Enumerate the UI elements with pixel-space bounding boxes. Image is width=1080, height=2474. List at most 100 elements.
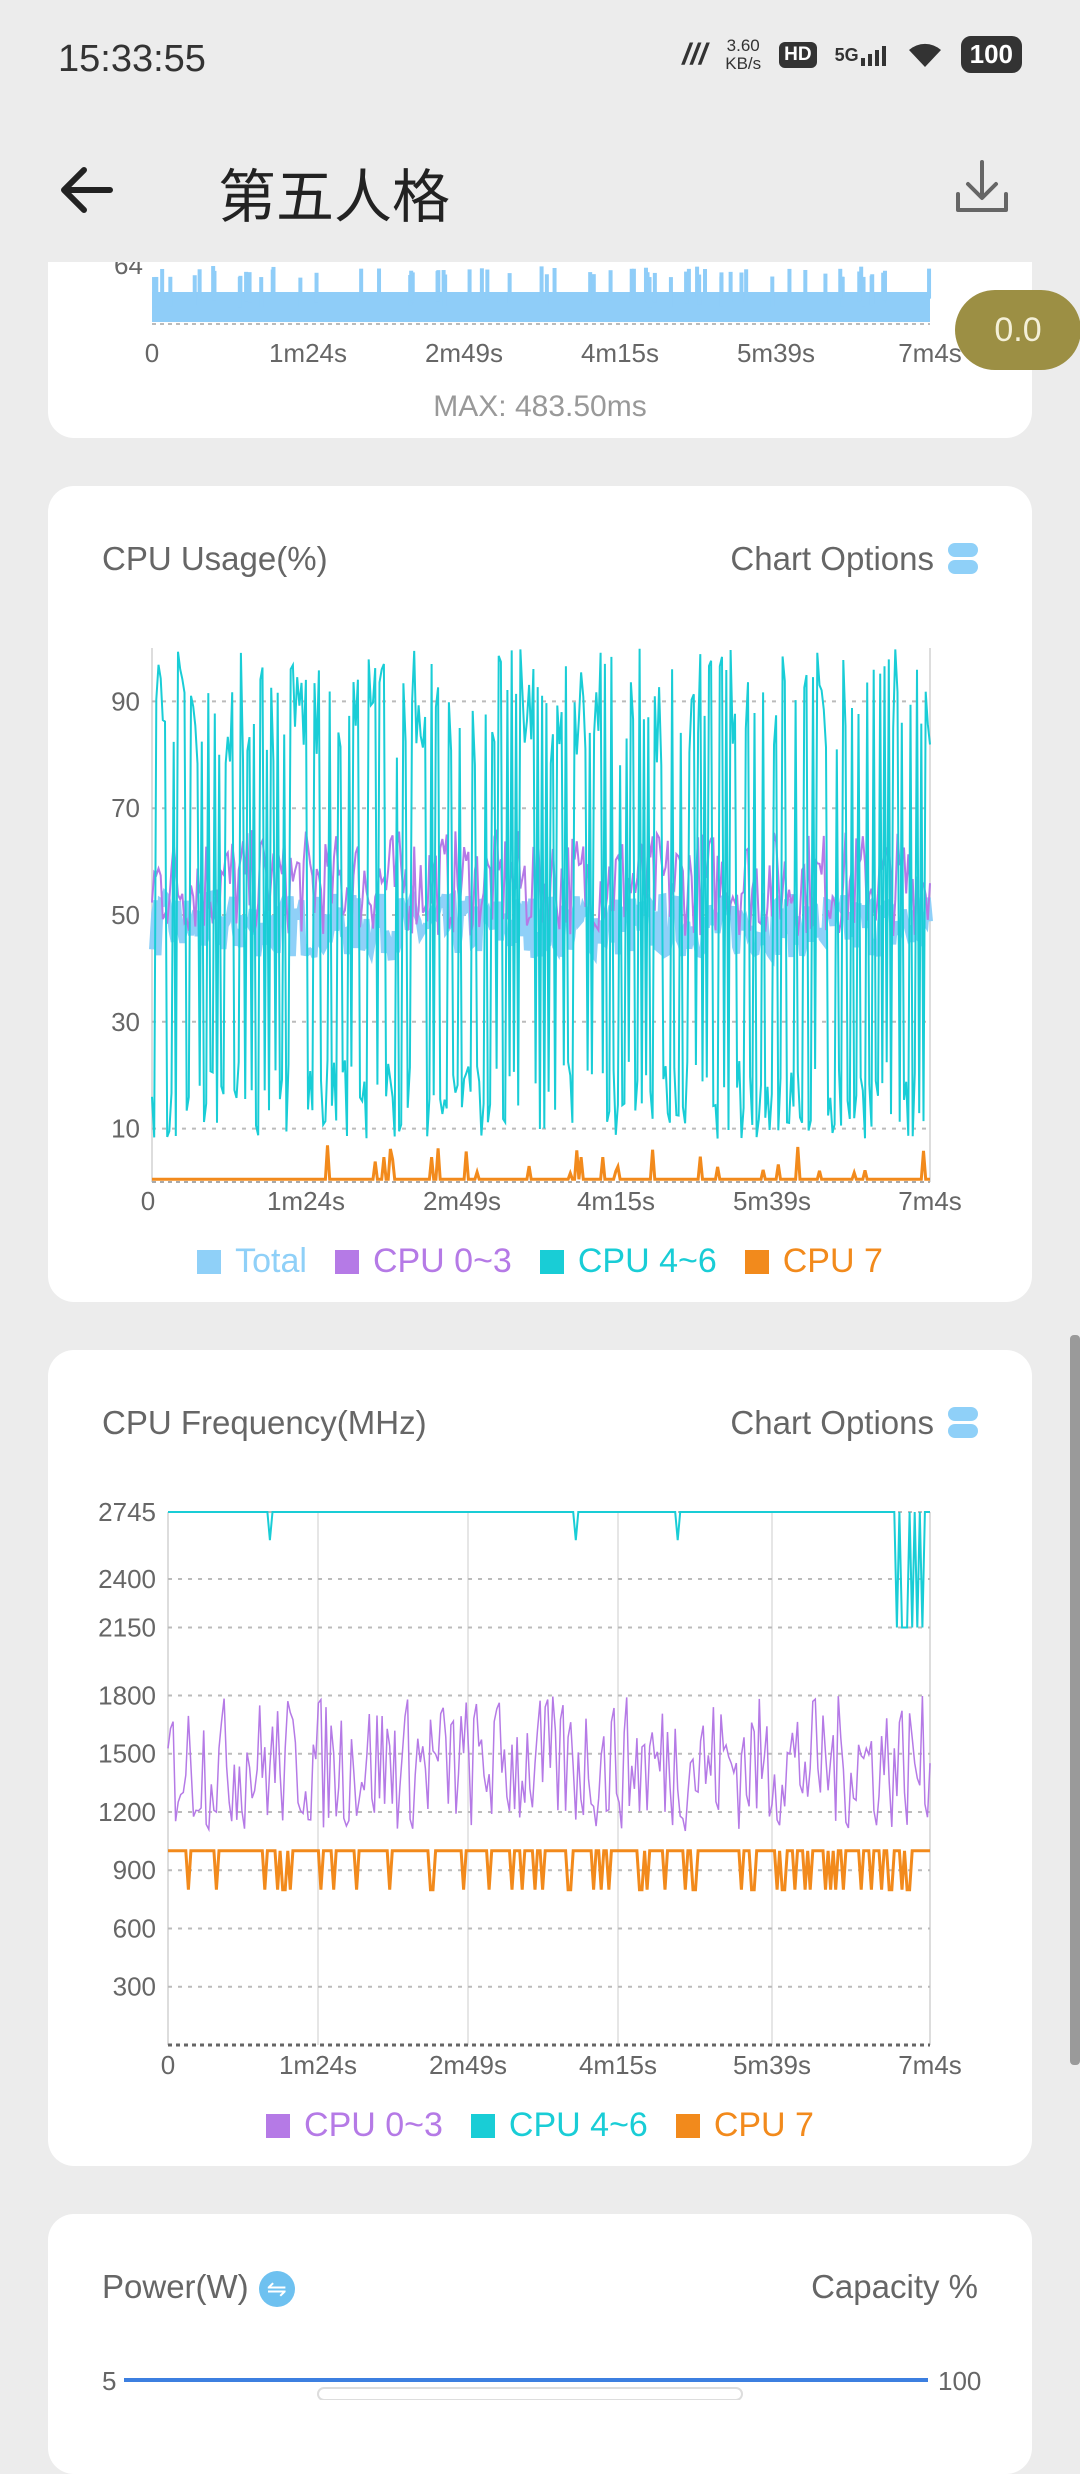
legend-swatch	[539, 1249, 564, 1274]
legend-label: CPU 0~3	[304, 2106, 443, 2144]
app-header: 第五人格	[0, 120, 1080, 260]
legend-swatch	[470, 2113, 495, 2138]
chart-options-label: Chart Options	[730, 540, 934, 577]
frame-time-bar	[211, 266, 216, 297]
cpu-4-6-series-line	[168, 1511, 930, 1629]
fps-overlay-button[interactable]: 0.0	[955, 290, 1080, 370]
frame-time-bar	[197, 269, 202, 300]
x-tick-label: 0	[161, 2050, 175, 2080]
network-type: 5G	[835, 44, 889, 66]
frame-time-max: MAX: 483.50ms	[433, 390, 647, 423]
frame-time-bar	[629, 268, 634, 299]
status-time: 15:33:55	[58, 38, 206, 80]
frame-time-bar	[552, 267, 557, 298]
cpu-4-6-series-line	[151, 648, 931, 1139]
legend-item[interactable]: CPU 0~3	[266, 2106, 443, 2145]
frame-time-bar	[684, 271, 689, 302]
frame-time-bar	[479, 268, 484, 299]
frame-time-bar	[409, 270, 414, 301]
x-tick-label: 2m49s	[423, 1186, 501, 1216]
x-tick-label: 5m39s	[733, 2050, 811, 2080]
frame-time-bar	[668, 277, 673, 308]
x-tick-label: 2m49s	[429, 2050, 507, 2080]
frame-time-bar	[539, 266, 544, 297]
capacity-label: Capacity %	[811, 2268, 978, 2305]
frame-time-bar	[703, 269, 708, 300]
frame-time-bar	[192, 275, 197, 306]
frame-time-x-tick: 2m49s	[425, 338, 503, 368]
legend-swatch	[744, 1249, 769, 1274]
cpu-frequency-title: CPU Frequency(MHz)	[102, 1404, 427, 1441]
y-tick-label: 1200	[98, 1797, 156, 1827]
wifi-icon	[908, 43, 941, 67]
download-icon	[956, 160, 1008, 212]
frame-time-bar	[719, 276, 724, 307]
net-speed: 3.60 KB/s	[725, 35, 761, 73]
legend-swatch	[197, 1249, 222, 1274]
frame-time-bar	[168, 276, 173, 307]
frame-time-bar	[697, 274, 702, 305]
y-tick-label: 2150	[98, 1613, 156, 1643]
legend-item[interactable]: CPU 7	[675, 2106, 814, 2145]
x-tick-label: 1m24s	[279, 2050, 357, 2080]
frame-time-bar	[686, 268, 691, 299]
power-title-label: Power(W)	[102, 2268, 249, 2305]
frame-time-bar	[160, 268, 165, 299]
frame-time-bar	[271, 266, 276, 297]
network-label: 5G	[834, 44, 859, 65]
frame-time-bar	[591, 274, 596, 305]
y-tick-label: 600	[113, 1913, 156, 1943]
cpu-usage-legend: Total CPU 0~3 CPU 4~6 CPU 7	[48, 1242, 1032, 1281]
legend-item[interactable]: CPU 4~6	[470, 2106, 648, 2145]
frame-time-bar	[237, 277, 242, 308]
frame-time-bar	[507, 273, 512, 304]
y-tick-label: 50	[111, 900, 140, 930]
legend-swatch	[334, 1249, 359, 1274]
legend-label: CPU 4~6	[508, 2106, 648, 2144]
frame-time-bar	[435, 271, 440, 302]
frame-time-bar	[695, 266, 700, 297]
power-scroll-thumb	[317, 2387, 743, 2400]
frame-time-y-tick: 64	[114, 262, 143, 280]
legend-label: CPU 0~3	[372, 1242, 512, 1280]
frame-time-bar	[467, 269, 472, 300]
page-scrollbar[interactable]	[1070, 1335, 1080, 2065]
frame-time-bar	[298, 277, 303, 308]
y-tick-label: 30	[111, 1007, 140, 1037]
legend-item[interactable]: CPU 4~6	[539, 1242, 717, 1281]
legend-item[interactable]: CPU 7	[744, 1242, 883, 1281]
frame-time-bar	[154, 276, 159, 307]
frame-time-bar	[739, 272, 744, 303]
legend-item[interactable]: CPU 0~3	[334, 1242, 512, 1281]
frame-time-bar	[770, 276, 775, 307]
chart-options-label: Chart Options	[730, 1404, 934, 1441]
frame-time-bar	[861, 276, 866, 307]
cpu-usage-chart-options[interactable]: Chart Options	[730, 540, 978, 578]
capacity-y-tick: 100	[938, 2366, 981, 2396]
net-speed-value: 3.60	[726, 35, 760, 55]
y-tick-label: 900	[113, 1855, 156, 1885]
back-button[interactable]	[50, 150, 130, 230]
legend-swatch	[266, 2113, 291, 2138]
legend-label: CPU 7	[713, 2106, 814, 2144]
download-button[interactable]	[942, 148, 1022, 228]
x-tick-label: 0	[141, 1186, 155, 1216]
frame-time-bar	[857, 271, 862, 302]
frame-time-bar	[544, 274, 549, 305]
x-tick-label: 4m15s	[579, 2050, 657, 2080]
frame-time-card: 64 0 1m24s 2m49s 4m15s 5m39s 7m4s MAX: 483.50…	[48, 262, 1032, 438]
y-tick-label: 10	[111, 1114, 140, 1144]
cpu-usage-card: CPU Usage(%) Chart Options 10 30 50 70 90 0 1m…	[48, 486, 1032, 1302]
battery-indicator: 100	[960, 36, 1022, 73]
cpu-frequency-card: CPU Frequency(MHz) Chart Options 300 600 9…	[48, 1350, 1032, 2166]
swap-icon[interactable]: ⇋	[258, 2271, 295, 2308]
signal-icon	[860, 45, 886, 66]
cpu-frequency-chart-options[interactable]: Chart Options	[730, 1404, 978, 1442]
frame-time-area	[152, 292, 930, 322]
status-bar: 15:33:55 /// 3.60 KB/s HD 5G 100	[0, 0, 1080, 120]
frame-time-bar	[152, 277, 157, 308]
frame-time-bar	[631, 268, 636, 299]
legend-item[interactable]: Total	[197, 1242, 307, 1281]
power-title: Power(W) ⇋	[102, 2268, 295, 2308]
y-tick-label: 2400	[98, 1564, 156, 1594]
